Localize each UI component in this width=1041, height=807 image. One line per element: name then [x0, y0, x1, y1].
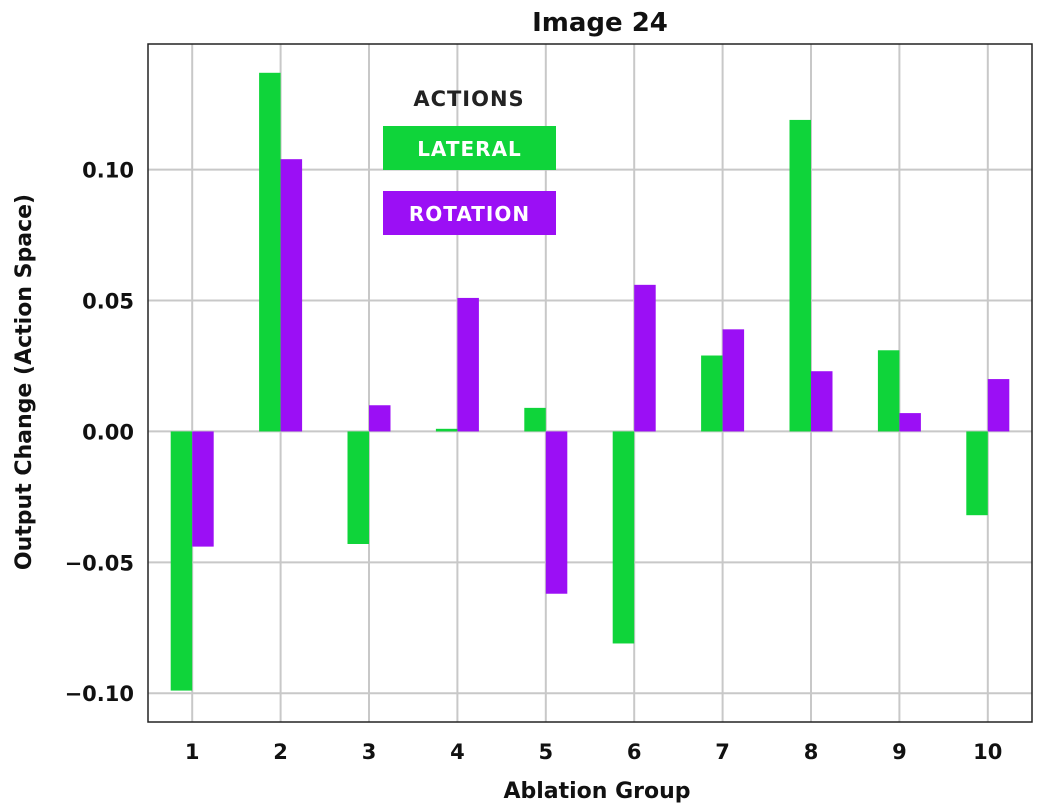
- legend-title: ACTIONS: [413, 87, 524, 111]
- x-tick-label: 3: [362, 740, 377, 764]
- y-tick-labels: −0.10 −0.05 0.00 0.05 0.10: [65, 159, 134, 707]
- x-tick-label: 10: [973, 740, 1002, 764]
- y-axis-label: Output Change (Action Space): [12, 194, 37, 570]
- bar-rotation-9: [899, 413, 921, 432]
- bar-lateral-9: [877, 350, 900, 432]
- x-tick-label: 1: [185, 740, 200, 764]
- x-tick-label: 2: [273, 740, 288, 764]
- bar-rotation-5: [545, 431, 568, 594]
- bar-lateral-2: [259, 72, 281, 432]
- bar-lateral-1: [170, 431, 193, 691]
- bar-lateral-3: [347, 431, 369, 544]
- bar-rotation-4: [457, 297, 479, 432]
- bar-lateral-10: [966, 431, 988, 516]
- x-tick-label: 8: [804, 740, 819, 764]
- legend-items: LATERAL ROTATION: [383, 126, 556, 235]
- legend-label-rotation: ROTATION: [409, 202, 530, 226]
- y-tick-label: 0.10: [82, 159, 134, 183]
- x-tick-label: 7: [715, 740, 730, 764]
- y-tick-label: −0.10: [65, 682, 134, 706]
- y-tick-label: −0.05: [65, 551, 134, 575]
- bar-lateral-4: [435, 428, 458, 432]
- y-tick-label: 0.00: [82, 420, 134, 444]
- legend-label-lateral: LATERAL: [417, 137, 522, 161]
- bar-lateral-7: [701, 355, 723, 432]
- y-tick-label: 0.05: [82, 290, 134, 314]
- bar-lateral-6: [612, 431, 635, 644]
- bar-lateral-8: [789, 119, 811, 432]
- legend-swatch-lateral: [383, 126, 556, 170]
- bar-rotation-2: [280, 159, 303, 432]
- bar-rotation-6: [634, 284, 656, 432]
- bars: [170, 72, 1010, 691]
- chart-title: Image 24: [532, 8, 668, 38]
- bar-lateral-5: [524, 407, 546, 432]
- bar-rotation-7: [722, 329, 745, 432]
- bar-rotation-8: [811, 371, 833, 432]
- bar-rotation-3: [369, 405, 391, 432]
- x-tick-label: 6: [627, 740, 642, 764]
- x-axis-label: Ablation Group: [503, 779, 690, 804]
- legend-swatch-rotation: [383, 191, 556, 235]
- x-tick-label: 5: [538, 740, 553, 764]
- x-tick-label: 4: [450, 740, 465, 764]
- x-tick-labels: 1 2 3 4 5 6 7 8 9 10: [185, 740, 1003, 764]
- plot-frame: [147, 43, 1033, 723]
- bar-rotation-1: [192, 431, 214, 547]
- legend: ACTIONS LATERAL ROTATION: [383, 87, 556, 235]
- bar-rotation-10: [987, 379, 1010, 432]
- x-tick-label: 9: [892, 740, 907, 764]
